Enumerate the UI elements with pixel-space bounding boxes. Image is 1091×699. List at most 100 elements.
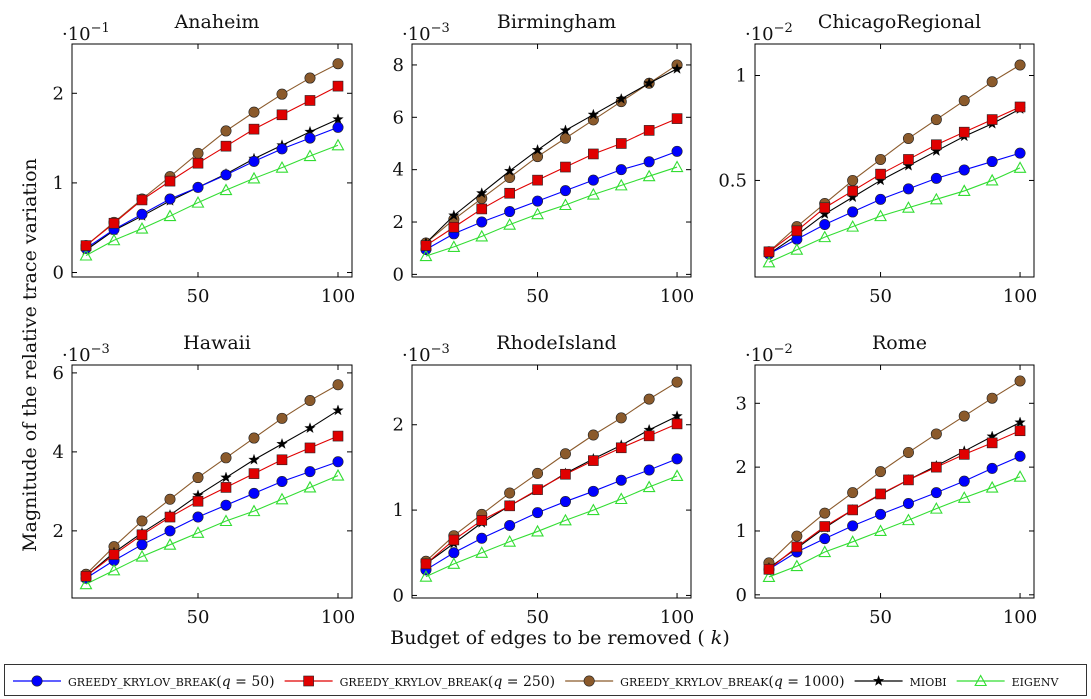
data-point — [762, 255, 776, 268]
series-line — [85, 118, 339, 251]
data-point — [986, 76, 998, 88]
data-point — [136, 208, 148, 220]
x-tick-label: 50 — [187, 286, 210, 307]
plot-frame — [71, 364, 353, 599]
data-point — [671, 62, 683, 74]
data-point — [587, 174, 599, 186]
data-point — [614, 178, 628, 191]
data-point — [931, 461, 942, 473]
data-point — [191, 195, 205, 208]
legend-label: GREEDY_KRYLOV_BREAK(q = 50) — [68, 674, 275, 690]
data-point — [1014, 59, 1026, 71]
data-point — [275, 492, 289, 505]
panel-rome: Rome ·10−2 50 100 0 1 2 3 — [736, 332, 1038, 628]
data-point — [135, 221, 149, 234]
data-point — [819, 521, 831, 532]
data-point — [958, 126, 970, 138]
data-point — [220, 482, 232, 493]
legend-label: MIOBI — [910, 676, 947, 689]
series-line — [425, 423, 678, 565]
data-point — [763, 246, 775, 258]
data-point — [108, 217, 120, 229]
data-point — [136, 539, 148, 551]
data-point — [304, 95, 316, 106]
y-scale-exponent: −3 — [431, 342, 450, 357]
data-point — [276, 438, 288, 449]
series-line — [425, 415, 678, 565]
data-point — [643, 430, 655, 442]
data-point — [931, 139, 942, 151]
data-point — [531, 144, 544, 155]
data-point — [643, 156, 655, 168]
panel-birmingham: Birmingham ·10−3 50 100 0 2 4 6 8 — [393, 11, 695, 307]
data-point — [985, 480, 999, 493]
data-point — [671, 418, 683, 430]
data-point — [559, 132, 571, 144]
data-point — [532, 174, 543, 186]
data-point — [790, 243, 804, 255]
data-point — [586, 187, 600, 200]
y-tick-label: 4 — [53, 442, 64, 463]
data-point — [531, 207, 544, 220]
legend-entry-1: GREEDY_KRYLOV_BREAK(q = 50) — [13, 674, 275, 690]
series-5 — [762, 470, 1027, 582]
legend-marker — [31, 675, 43, 687]
panel-title: Rome — [872, 332, 927, 354]
data-point — [642, 169, 656, 182]
data-point — [847, 174, 859, 186]
data-point — [275, 161, 289, 173]
plot-frame — [411, 364, 692, 599]
legend-label-name: EIGENV — [1012, 676, 1060, 689]
data-point — [192, 147, 204, 159]
data-point — [847, 487, 859, 499]
legend-svg: GREEDY_KRYLOV_BREAK(q = 50) GREEDY_KRYLOV… — [13, 674, 1060, 690]
data-point — [560, 161, 571, 173]
data-point — [248, 468, 260, 479]
series-5 — [762, 161, 1027, 268]
data-point — [930, 487, 942, 499]
y-scale-label: ·10−2 — [745, 21, 793, 45]
series-5 — [79, 138, 345, 261]
series-2 — [80, 430, 344, 582]
series-line — [768, 455, 1021, 570]
data-point — [847, 520, 859, 532]
series-1 — [420, 453, 683, 576]
data-point — [791, 225, 803, 237]
series-line — [425, 475, 678, 578]
series-4 — [80, 404, 344, 582]
data-point — [643, 77, 655, 89]
data-point — [559, 448, 571, 460]
data-point — [136, 529, 148, 541]
data-point — [332, 404, 344, 416]
plot-frame — [71, 43, 353, 278]
data-point — [332, 379, 344, 391]
data-point — [958, 95, 970, 107]
series-line — [768, 108, 1021, 255]
series-line — [85, 384, 339, 575]
series-5 — [419, 160, 684, 262]
data-point — [220, 140, 232, 152]
y-tick-label: 2 — [393, 415, 404, 436]
data-point — [163, 209, 177, 222]
data-point — [587, 429, 599, 441]
series-line — [425, 64, 678, 244]
data-point — [304, 72, 316, 84]
data-point — [303, 480, 317, 493]
data-point — [276, 412, 288, 424]
data-point — [819, 533, 831, 545]
series-line — [85, 475, 339, 585]
data-point — [331, 468, 345, 481]
legend-label-paren: ( — [488, 674, 493, 690]
series-5 — [79, 468, 345, 590]
data-point — [762, 570, 776, 582]
series-line — [425, 68, 678, 244]
x-tick-label: 50 — [187, 607, 210, 628]
panel-title: Hawaii — [183, 332, 251, 354]
data-point — [276, 454, 288, 466]
data-point — [107, 233, 121, 246]
data-point — [586, 503, 600, 516]
data-point — [671, 113, 683, 124]
data-point — [1014, 416, 1026, 428]
y-scale-label: ·10−1 — [62, 21, 110, 45]
